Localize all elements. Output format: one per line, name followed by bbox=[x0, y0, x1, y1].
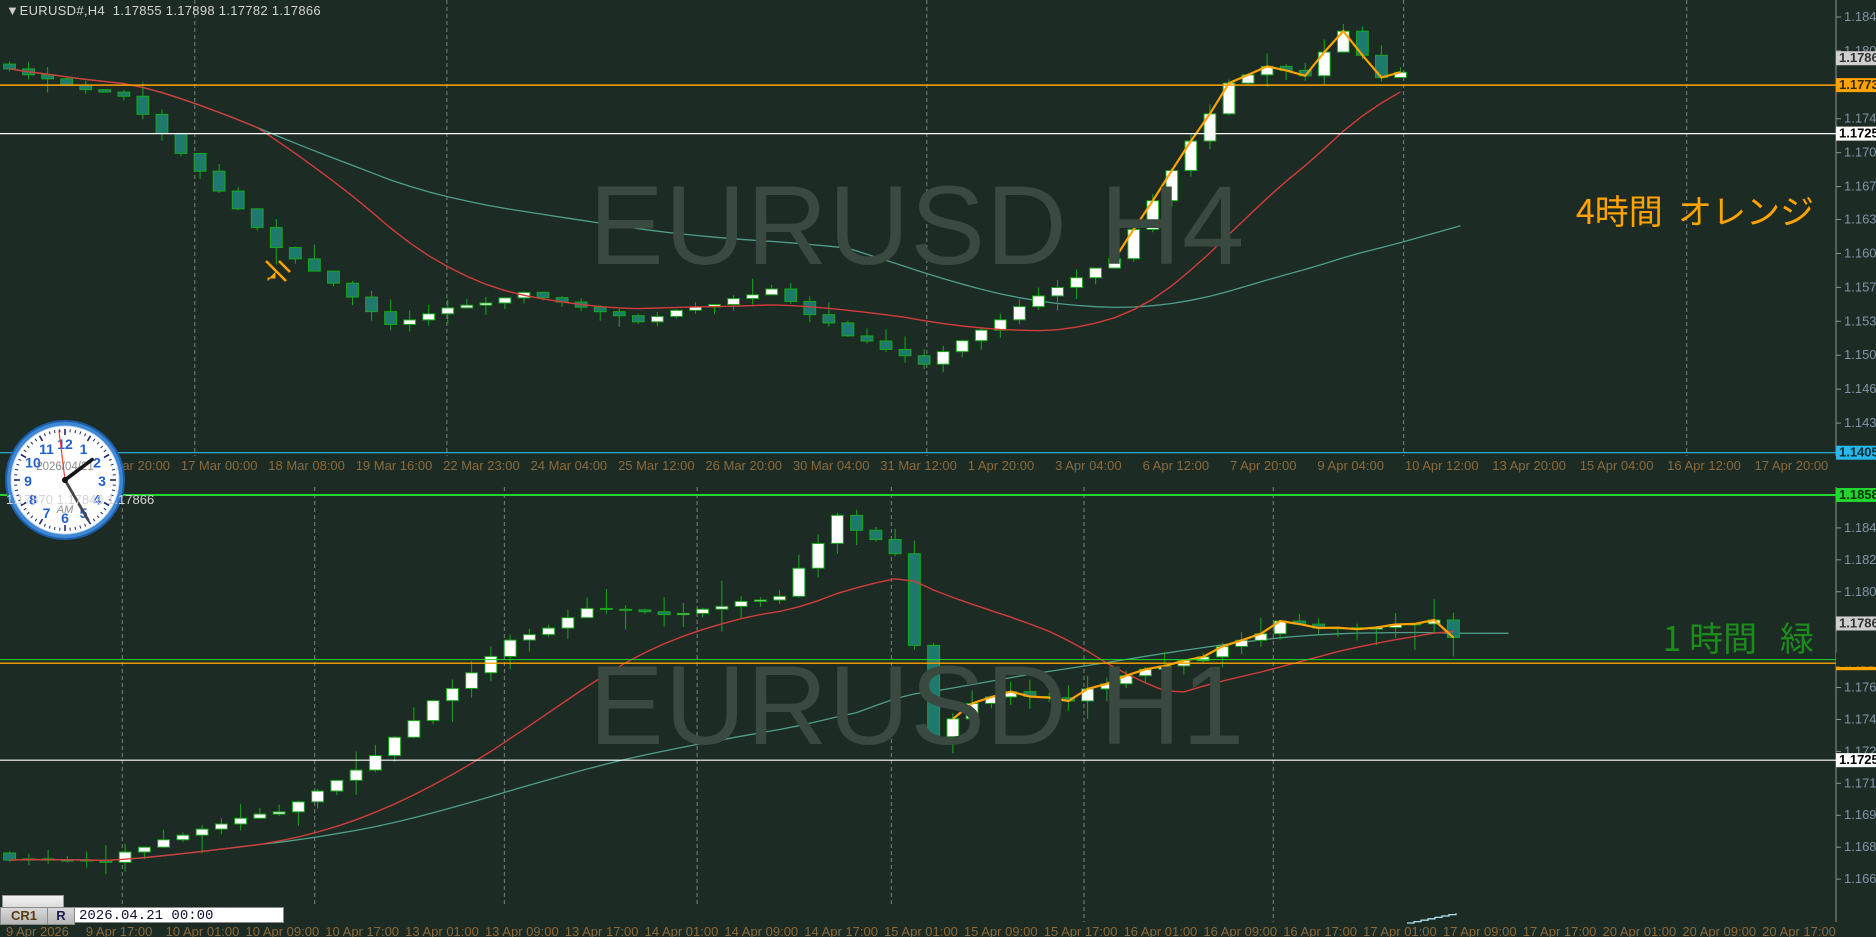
svg-text:9: 9 bbox=[24, 473, 32, 489]
svg-text:15 Apr 04:00: 15 Apr 04:00 bbox=[1580, 458, 1654, 473]
svg-text:16 Apr 01:00: 16 Apr 01:00 bbox=[1124, 924, 1198, 937]
svg-text:15 Apr 01:00: 15 Apr 01:00 bbox=[884, 924, 958, 937]
svg-text:1.17755: 1.17755 bbox=[1839, 652, 1876, 667]
svg-text:15 Apr 17:00: 15 Apr 17:00 bbox=[1044, 924, 1118, 937]
svg-text:1.18420: 1.18420 bbox=[1844, 9, 1876, 24]
svg-text:1.14053: 1.14053 bbox=[1839, 445, 1876, 460]
svg-text:25 Mar 12:00: 25 Mar 12:00 bbox=[618, 458, 695, 473]
svg-text:16 Apr 12:00: 16 Apr 12:00 bbox=[1667, 458, 1741, 473]
svg-text:17 Mar 00:00: 17 Mar 00:00 bbox=[181, 458, 258, 473]
svg-text:13 Apr 20:00: 13 Apr 20:00 bbox=[1492, 458, 1566, 473]
svg-text:1.16390: 1.16390 bbox=[1844, 212, 1876, 227]
svg-text:1.18255: 1.18255 bbox=[1844, 552, 1876, 567]
svg-text:14 Apr 01:00: 14 Apr 01:00 bbox=[645, 924, 719, 937]
svg-text:20 Apr 01:00: 20 Apr 01:00 bbox=[1603, 924, 1677, 937]
svg-text:20 Apr 17:00: 20 Apr 17:00 bbox=[1762, 924, 1836, 937]
svg-text:1.15030: 1.15030 bbox=[1844, 347, 1876, 362]
svg-text:13 Apr 17:00: 13 Apr 17:00 bbox=[565, 924, 639, 937]
svg-text:1.16815: 1.16815 bbox=[1844, 839, 1876, 854]
svg-text:13 Apr 01:00: 13 Apr 01:00 bbox=[405, 924, 479, 937]
svg-text:18 Mar 08:00: 18 Mar 08:00 bbox=[268, 458, 345, 473]
svg-text:7 Apr 20:00: 7 Apr 20:00 bbox=[1230, 458, 1297, 473]
svg-text:1.16720: 1.16720 bbox=[1844, 179, 1876, 194]
svg-text:14 Apr 09:00: 14 Apr 09:00 bbox=[724, 924, 798, 937]
svg-text:17 Apr 20:00: 17 Apr 20:00 bbox=[1755, 458, 1829, 473]
svg-text:9 Apr 17:00: 9 Apr 17:00 bbox=[86, 924, 152, 937]
svg-text:2: 2 bbox=[93, 455, 101, 471]
svg-text:1.18415: 1.18415 bbox=[1844, 520, 1876, 535]
svg-text:15 Apr 09:00: 15 Apr 09:00 bbox=[964, 924, 1038, 937]
svg-text:30 Mar 04:00: 30 Mar 04:00 bbox=[793, 458, 870, 473]
svg-text:26 Mar 20:00: 26 Mar 20:00 bbox=[705, 458, 782, 473]
svg-text:17 Apr 01:00: 17 Apr 01:00 bbox=[1363, 924, 1437, 937]
svg-text:13 Apr 09:00: 13 Apr 09:00 bbox=[485, 924, 559, 937]
svg-text:3: 3 bbox=[98, 473, 106, 489]
svg-text:17 Apr 09:00: 17 Apr 09:00 bbox=[1443, 924, 1517, 937]
svg-text:16 Apr 09:00: 16 Apr 09:00 bbox=[1203, 924, 1277, 937]
svg-text:1.17615: 1.17615 bbox=[1844, 680, 1876, 695]
svg-text:1.17866: 1.17866 bbox=[1839, 615, 1876, 630]
svg-text:1.14350: 1.14350 bbox=[1844, 415, 1876, 430]
svg-text:24 Mar 04:00: 24 Mar 04:00 bbox=[531, 458, 608, 473]
svg-text:1.17400: 1.17400 bbox=[1844, 111, 1876, 126]
svg-text:3 Apr 04:00: 3 Apr 04:00 bbox=[1055, 458, 1122, 473]
svg-text:1.17866: 1.17866 bbox=[1839, 50, 1876, 65]
svg-text:20 Apr 09:00: 20 Apr 09:00 bbox=[1682, 924, 1756, 937]
svg-text:1.18095: 1.18095 bbox=[1844, 584, 1876, 599]
svg-text:9 Apr 2026: 9 Apr 2026 bbox=[6, 924, 69, 937]
svg-text:22 Mar 23:00: 22 Mar 23:00 bbox=[443, 458, 520, 473]
svg-text:19 Mar 16:00: 19 Mar 16:00 bbox=[356, 458, 433, 473]
svg-text:10 Apr 17:00: 10 Apr 17:00 bbox=[325, 924, 399, 937]
svg-text:1.15370: 1.15370 bbox=[1844, 313, 1876, 328]
svg-text:7: 7 bbox=[43, 505, 51, 521]
svg-text:1.15710: 1.15710 bbox=[1844, 279, 1876, 294]
svg-text:10 Apr 01:00: 10 Apr 01:00 bbox=[166, 924, 240, 937]
svg-text:9 Apr 04:00: 9 Apr 04:00 bbox=[1317, 458, 1384, 473]
svg-text:1: 1 bbox=[80, 441, 88, 457]
svg-text:1.17135: 1.17135 bbox=[1844, 775, 1876, 790]
svg-text:1.14690: 1.14690 bbox=[1844, 381, 1876, 396]
svg-text:6 Apr 12:00: 6 Apr 12:00 bbox=[1143, 458, 1210, 473]
svg-text:1.17737: 1.17737 bbox=[1839, 77, 1876, 92]
svg-text:17 Apr 17:00: 17 Apr 17:00 bbox=[1523, 924, 1597, 937]
svg-text:1.16655: 1.16655 bbox=[1844, 871, 1876, 886]
svg-text:1.18580: 1.18580 bbox=[1839, 487, 1876, 502]
svg-text:31 Mar 12:00: 31 Mar 12:00 bbox=[880, 458, 957, 473]
svg-text:1 Apr 20:00: 1 Apr 20:00 bbox=[968, 458, 1035, 473]
svg-text:16 Apr 17:00: 16 Apr 17:00 bbox=[1283, 924, 1357, 937]
svg-text:10 Apr 09:00: 10 Apr 09:00 bbox=[245, 924, 319, 937]
svg-text:10 Apr 12:00: 10 Apr 12:00 bbox=[1405, 458, 1479, 473]
svg-text:1.17455: 1.17455 bbox=[1844, 711, 1876, 726]
svg-text:11: 11 bbox=[39, 441, 54, 457]
svg-text:1.16975: 1.16975 bbox=[1844, 807, 1876, 822]
svg-text:1.16050: 1.16050 bbox=[1844, 245, 1876, 260]
svg-text:14 Apr 17:00: 14 Apr 17:00 bbox=[804, 924, 878, 937]
svg-text:1.17060: 1.17060 bbox=[1844, 145, 1876, 160]
